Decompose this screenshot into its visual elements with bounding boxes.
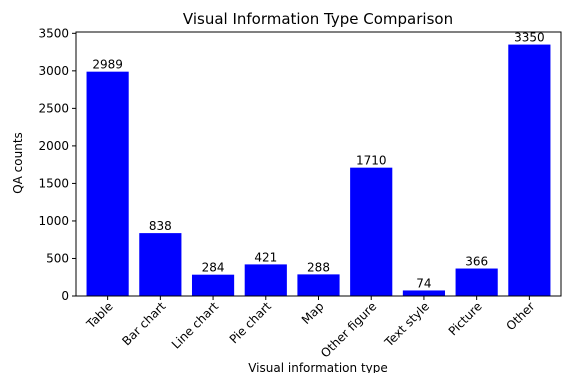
x-tick-label: Picture: [446, 299, 485, 338]
bar-value-label: 838: [149, 219, 172, 233]
y-tick-label: 3500: [38, 26, 69, 40]
bar: [244, 264, 287, 296]
bar: [508, 44, 551, 296]
bar: [350, 167, 393, 296]
y-tick-label: 2000: [38, 139, 69, 153]
bar-value-label: 1710: [356, 154, 387, 168]
bar: [191, 274, 235, 296]
bar-value-label: 2989: [92, 58, 123, 72]
y-tick-label: 2500: [38, 101, 69, 115]
bar-value-label: 284: [202, 261, 225, 275]
bar: [455, 268, 498, 296]
plot-area: 2989 838 284 421 288 1710 74 366 3350 0 500 1000 150…: [38, 26, 562, 361]
y-tick-label: 3000: [38, 64, 69, 78]
y-tick-label: 0: [61, 289, 69, 303]
bar-value-label: 3350: [514, 31, 545, 45]
bar: [86, 71, 129, 296]
bar-value-label: 421: [254, 250, 277, 264]
x-tick-label: Line chart: [169, 299, 222, 352]
x-tick-label: Map: [299, 299, 327, 327]
bar: [139, 233, 182, 296]
y-tick-label: 1000: [38, 214, 69, 228]
x-tick-label: Bar chart: [119, 299, 168, 348]
x-tick-label: Other: [503, 299, 537, 333]
bar-value-label: 288: [307, 260, 330, 274]
x-tick-label: Table: [83, 299, 116, 332]
bar-value-label: 74: [416, 276, 431, 290]
y-axis-label: QA counts: [11, 132, 25, 194]
y-tick-label: 1500: [38, 176, 69, 190]
bar-value-label: 366: [465, 255, 488, 269]
x-tick-label: Pie chart: [227, 299, 274, 346]
bar: [297, 274, 340, 296]
x-tick-label: Text style: [381, 299, 432, 350]
chart-title: Visual Information Type Comparison: [183, 10, 453, 28]
x-tick-label: Other figure: [318, 299, 379, 360]
x-axis-label: Visual information type: [248, 361, 388, 373]
bar: [402, 290, 446, 296]
y-tick-label: 500: [46, 251, 69, 265]
